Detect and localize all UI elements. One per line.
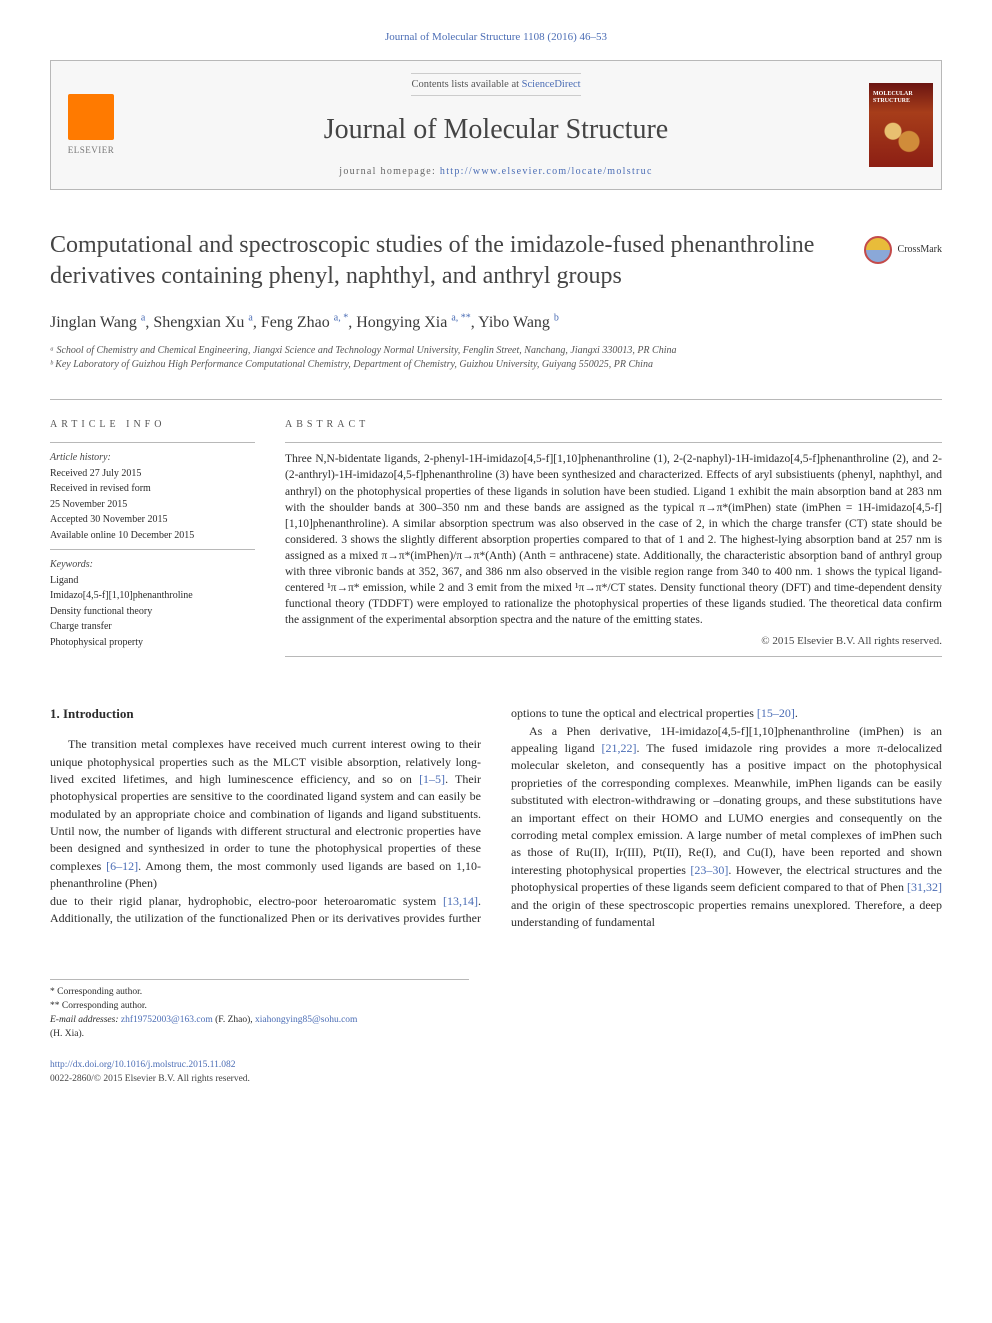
section-heading-intro: 1. Introduction — [50, 705, 481, 724]
keywords-label: Keywords: — [50, 558, 255, 573]
abstract-bottom-divider — [285, 656, 942, 657]
email-addresses: E-mail addresses: zhf19752003@163.com (F… — [50, 1014, 469, 1028]
contents-available: Contents lists available at ScienceDirec… — [411, 73, 580, 96]
keyword: Imidazo[4,5-f][1,10]phenanthroline — [50, 589, 255, 604]
affiliations: ᵃ School of Chemistry and Chemical Engin… — [50, 344, 942, 373]
contents-prefix: Contents lists available at — [411, 79, 521, 90]
authors-line: Jinglan Wang a, Shengxian Xu a, Feng Zha… — [50, 311, 942, 334]
crossmark-label: CrossMark — [898, 243, 942, 258]
journal-name: Journal of Molecular Structure — [141, 110, 851, 151]
journal-homepage: journal homepage: http://www.elsevier.co… — [141, 165, 851, 180]
email-who-2: (H. Xia). — [50, 1028, 469, 1042]
keyword: Ligand — [50, 574, 255, 589]
corr-author-2: ** Corresponding author. — [50, 1000, 469, 1014]
email-link-1[interactable]: zhf19752003@163.com — [121, 1015, 213, 1025]
abstract-divider — [285, 442, 942, 443]
intro-para-3: As a Phen derivative, 1H-imidazo[4,5-f][… — [511, 723, 942, 932]
elsevier-tree-icon — [68, 94, 114, 140]
history-item: Received 27 July 2015 — [50, 467, 255, 482]
abstract-column: ABSTRACT Three N,N-bidentate ligands, 2-… — [285, 418, 942, 665]
journal-header-box: ELSEVIER Contents lists available at Sci… — [50, 60, 942, 190]
divider — [50, 399, 942, 400]
info-divider — [50, 549, 255, 550]
keyword: Charge transfer — [50, 620, 255, 635]
publisher-logo: ELSEVIER — [51, 61, 131, 189]
info-divider — [50, 442, 255, 443]
journal-cover-thumb — [861, 61, 941, 189]
history-item: Available online 10 December 2015 — [50, 529, 255, 544]
article-title: Computational and spectroscopic studies … — [50, 230, 846, 292]
abstract-text: Three N,N-bidentate ligands, 2-phenyl-1H… — [285, 451, 942, 628]
cover-image — [869, 83, 933, 167]
intro-para-1: The transition metal complexes have rece… — [50, 736, 481, 893]
doi-link[interactable]: http://dx.doi.org/10.1016/j.molstruc.201… — [50, 1060, 236, 1070]
abstract-head: ABSTRACT — [285, 418, 942, 433]
email-who-1: (F. Zhao), — [213, 1015, 255, 1025]
history-item: 25 November 2015 — [50, 498, 255, 513]
history-item: Received in revised form — [50, 482, 255, 497]
history-item: Accepted 30 November 2015 — [50, 513, 255, 528]
abstract-copyright: © 2015 Elsevier B.V. All rights reserved… — [285, 634, 942, 650]
article-info-column: ARTICLE INFO Article history: Received 2… — [50, 418, 255, 665]
corresponding-footnotes: * Corresponding author. ** Corresponding… — [50, 979, 469, 1041]
crossmark-icon — [864, 236, 892, 264]
header-center: Contents lists available at ScienceDirec… — [131, 61, 861, 189]
keyword: Density functional theory — [50, 605, 255, 620]
crossmark-badge[interactable]: CrossMark — [864, 236, 942, 264]
emails-label: E-mail addresses: — [50, 1015, 121, 1025]
keyword: Photophysical property — [50, 636, 255, 651]
sciencedirect-link[interactable]: ScienceDirect — [522, 79, 581, 90]
body-two-columns: 1. Introduction The transition metal com… — [50, 705, 942, 931]
affiliation-b: ᵇ Key Laboratory of Guizhou High Perform… — [50, 358, 942, 373]
corr-author-1: * Corresponding author. — [50, 986, 469, 1000]
journal-reference: Journal of Molecular Structure 1108 (201… — [50, 30, 942, 46]
homepage-label: journal homepage: — [339, 166, 440, 177]
publisher-name: ELSEVIER — [68, 144, 115, 157]
homepage-link[interactable]: http://www.elsevier.com/locate/molstruc — [440, 166, 653, 177]
issn-copyright: 0022-2860/© 2015 Elsevier B.V. All right… — [50, 1074, 250, 1084]
page-footer: http://dx.doi.org/10.1016/j.molstruc.201… — [50, 1059, 942, 1087]
email-link-2[interactable]: xiahongying85@sohu.com — [255, 1015, 357, 1025]
article-info-head: ARTICLE INFO — [50, 418, 255, 433]
history-label: Article history: — [50, 451, 255, 466]
affiliation-a: ᵃ School of Chemistry and Chemical Engin… — [50, 344, 942, 359]
